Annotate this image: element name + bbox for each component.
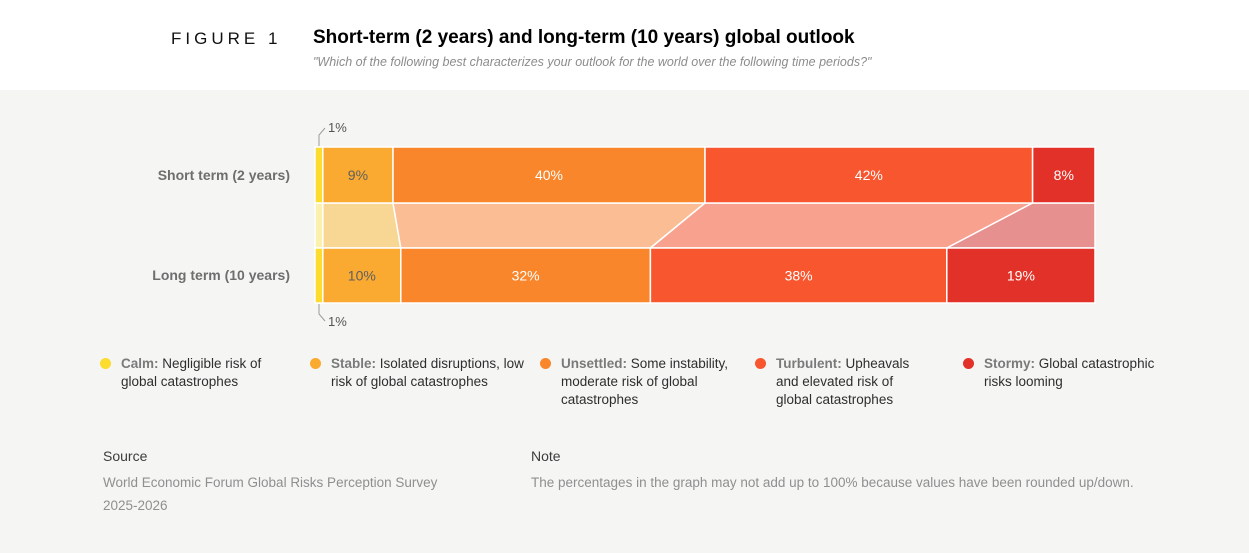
source-line-2: 2025-2026 bbox=[103, 498, 168, 513]
segment-short-unsettled bbox=[392, 146, 706, 204]
unsettled-dot-icon bbox=[540, 358, 551, 369]
legend-item-stormy: Stormy: Global catastrophic risks loomin… bbox=[963, 355, 1163, 391]
legend-item-stable: Stable: Isolated disruptions, low risk o… bbox=[310, 355, 525, 391]
segment-long-unsettled bbox=[400, 247, 652, 304]
legend: Calm: Negligible risk of global catastro… bbox=[0, 355, 1249, 425]
segment-long-calm bbox=[314, 247, 324, 304]
segment-short-stable bbox=[322, 146, 394, 204]
value-label-short-unsettled: 40% bbox=[535, 167, 563, 183]
callout-line-short-calm bbox=[318, 127, 326, 146]
segment-short-calm bbox=[314, 146, 324, 204]
value-label-short-turbulent: 42% bbox=[855, 167, 883, 183]
segment-long-stable bbox=[322, 247, 402, 304]
callout-line-long-calm bbox=[318, 304, 326, 322]
segment-long-turbulent bbox=[649, 247, 948, 304]
value-label-long-stable: 10% bbox=[348, 268, 376, 284]
legend-text: Turbulent: Upheavals and elevated risk o… bbox=[776, 356, 910, 408]
segment-long-stormy bbox=[946, 247, 1096, 304]
source-label: Source bbox=[103, 448, 148, 464]
turbulent-dot-icon bbox=[755, 358, 766, 369]
callout-label-short-calm: 1% bbox=[328, 120, 347, 135]
note-text: The percentages in the graph may not add… bbox=[531, 475, 1134, 490]
chart-subtitle: "Which of the following best characteriz… bbox=[313, 55, 872, 69]
legend-text: Calm: Negligible risk of global catastro… bbox=[121, 356, 262, 390]
stable-dot-icon bbox=[310, 358, 321, 369]
chart-title: Short-term (2 years) and long-term (10 y… bbox=[313, 27, 855, 48]
segment-short-stormy bbox=[1031, 146, 1096, 204]
source-text: World Economic Forum Global Risks Percep… bbox=[103, 471, 533, 517]
calm-dot-icon bbox=[100, 358, 111, 369]
flow-stable bbox=[322, 202, 402, 249]
legend-text: Stormy: Global catastrophic risks loomin… bbox=[984, 356, 1155, 390]
outlook-chart-svg: 9% 40% 42% 8% 10% 32% 38% 19% 1% 1% bbox=[314, 120, 1096, 329]
row-label-long-term: Long term (10 years) bbox=[152, 267, 290, 283]
legend-text: Unsettled: Some instability, moderate ri… bbox=[561, 356, 729, 408]
legend-item-turbulent: Turbulent: Upheavals and elevated risk o… bbox=[755, 355, 930, 410]
legend-item-unsettled: Unsettled: Some instability, moderate ri… bbox=[540, 355, 735, 410]
row-label-short-term: Short term (2 years) bbox=[157, 167, 290, 183]
figure-number-label: FIGURE 1 bbox=[171, 29, 282, 48]
legend-text: Stable: Isolated disruptions, low risk o… bbox=[331, 356, 524, 390]
value-label-short-stormy: 8% bbox=[1054, 167, 1074, 183]
legend-item-calm: Calm: Negligible risk of global catastro… bbox=[100, 355, 272, 391]
value-label-long-unsettled: 32% bbox=[512, 268, 540, 284]
callout-label-long-calm: 1% bbox=[328, 314, 347, 329]
source-line-1: World Economic Forum Global Risks Percep… bbox=[103, 475, 438, 490]
value-label-short-stable: 9% bbox=[348, 167, 368, 183]
note-label: Note bbox=[531, 448, 561, 464]
flow-calm bbox=[314, 202, 324, 249]
value-label-long-turbulent: 38% bbox=[785, 268, 813, 284]
value-label-long-stormy: 19% bbox=[1007, 268, 1035, 284]
stormy-dot-icon bbox=[963, 358, 974, 369]
